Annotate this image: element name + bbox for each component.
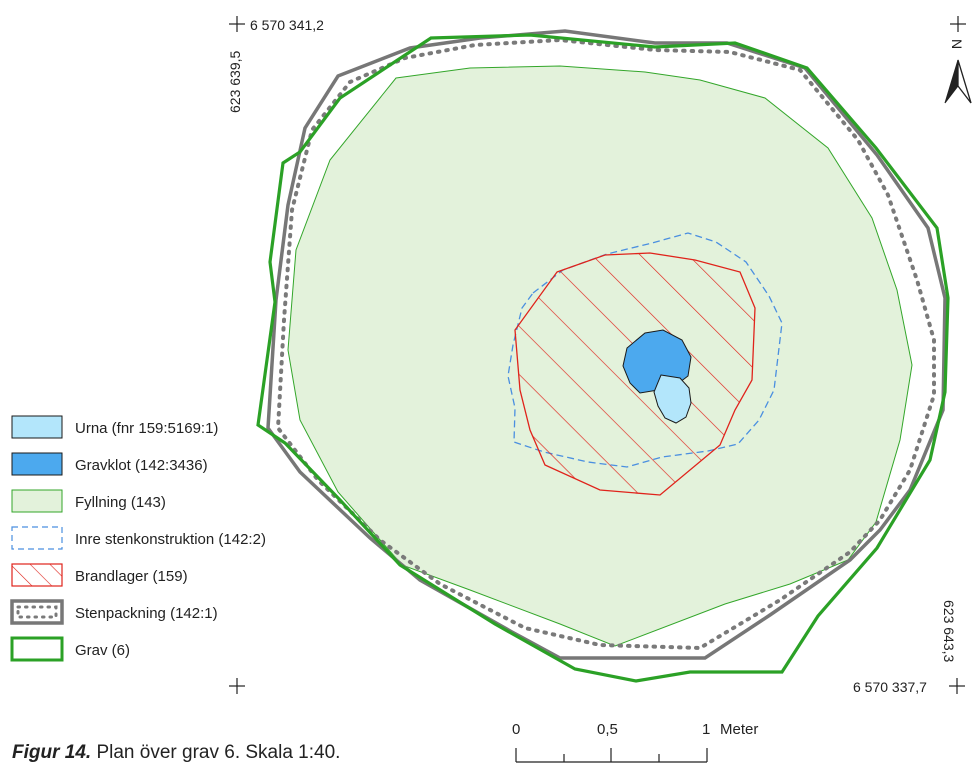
legend-swatch-urna: [11, 415, 63, 439]
legend-swatch-fyllning: [11, 489, 63, 513]
figure-caption: Figur 14. Plan över grav 6. Skala 1:40.: [12, 742, 340, 764]
inre-stenkonstruktion: [507, 232, 783, 468]
urna-shape: [653, 374, 692, 424]
scale-label-1: 1: [702, 721, 710, 738]
corner-crosses: [229, 16, 966, 694]
legend-swatch-grav: [10, 636, 64, 662]
legend-label-inre: Inre stenkonstruktion (142:2): [75, 531, 266, 548]
legend-label-stenpackning: Stenpackning (142:1): [75, 605, 218, 622]
grav-outline: [256, 33, 950, 683]
scale-unit: Meter: [720, 721, 758, 738]
legend-label-grav: Grav (6): [75, 642, 130, 659]
scale-bar: 0 0,5 1 Meter: [512, 721, 758, 763]
coord-bottom-east: 623 643,3: [941, 600, 957, 662]
legend-label-brandlager: Brandlager (159): [75, 568, 188, 585]
scale-label-half: 0,5: [597, 721, 618, 738]
legend-swatch-gravklot: [11, 452, 63, 476]
coord-top-north: 6 570 341,2: [250, 17, 324, 33]
legend-swatch-stenpackning: [10, 599, 64, 625]
scale-label-0: 0: [512, 721, 520, 738]
figure-caption-label: Figur 14.: [12, 742, 92, 763]
coord-bottom-north: 6 570 337,7: [853, 679, 927, 695]
legend: Urna (fnr 159:5169:1) Gravklot (142:3436…: [10, 415, 266, 662]
legend-swatch-stenpackning-dots: [16, 605, 58, 619]
figure-caption-text: Plan över grav 6. Skala 1:40.: [91, 742, 341, 763]
coord-top-east: 623 639,5: [227, 51, 243, 113]
legend-label-gravklot: Gravklot (142:3436): [75, 457, 208, 474]
north-arrow-icon: N: [944, 39, 972, 104]
legend-label-fyllning: Fyllning (143): [75, 494, 166, 511]
legend-swatch-inre: [11, 526, 63, 550]
stenpackning-dots: [275, 37, 936, 651]
legend-swatch-brandlager: [11, 563, 63, 587]
north-label: N: [949, 39, 965, 49]
legend-label-urna: Urna (fnr 159:5169:1): [75, 420, 218, 437]
